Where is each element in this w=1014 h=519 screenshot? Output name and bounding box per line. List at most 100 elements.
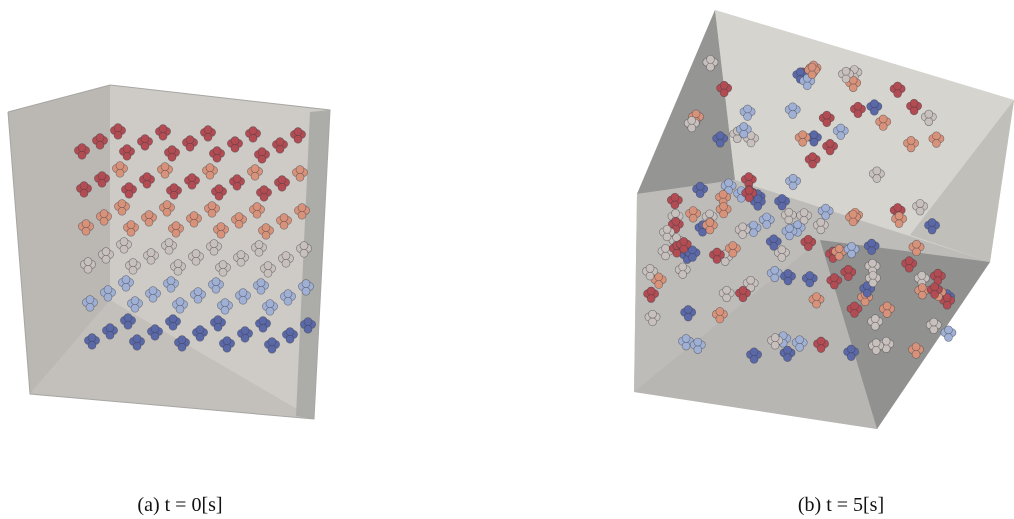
panel-b: (b) t = 5[s] [620,0,1014,519]
particle-cluster [219,336,235,353]
particle-cluster [831,244,848,261]
particle-cluster [74,143,90,160]
particle-cluster [253,278,269,295]
particle-cluster [272,137,288,154]
particle-cluster [80,257,96,274]
particle-cluster [174,335,190,352]
particle-cluster [659,224,675,242]
particle-cluster [125,258,141,275]
particle-cluster [813,336,829,353]
panel-a: (a) t = 0[s] [0,0,360,519]
particle-cluster [868,166,885,183]
caption-a: (a) t = 0[s] [137,494,223,516]
particle-cluster [210,315,226,332]
particle-cluster [76,181,92,198]
particle-cluster [245,126,261,143]
particle-cluster [157,162,173,179]
particle-cluster [674,262,691,279]
particle-cluster [924,218,940,235]
particle-cluster [867,314,884,331]
particle-clusters-later [642,55,957,364]
particle-cluster [843,242,860,259]
particle-cluster [920,109,937,126]
particle-cluster [127,296,143,313]
particle-cluster [926,282,943,299]
particle-cluster [129,334,145,351]
particle-cluster [217,298,233,315]
particle-cluster [774,194,790,211]
particle-cluster [734,222,751,239]
particle-cluster [889,81,906,98]
particle-cluster [119,144,135,161]
particle-cluster [227,136,243,153]
particle-cluster [826,273,843,290]
particle-cluster [879,301,895,318]
particle-cluster [864,258,881,276]
particle-cluster [903,136,919,153]
particle-cluster [715,189,732,207]
particle-cluster [294,203,310,220]
particle-cluster [767,333,784,350]
particle-cluster [147,324,163,341]
particle-cluster [794,130,811,147]
particle-cluster [143,248,159,265]
particle-cluster [702,218,718,235]
particle-cluster [296,241,312,258]
particle-cluster [116,237,132,254]
particle-cluster [256,185,272,202]
particle-cluster [155,124,171,141]
particle-cluster [908,342,924,359]
particle-cluster [758,212,775,229]
particle-cluster [908,239,925,257]
particle-cluster [141,210,157,227]
particle-cluster [278,251,294,268]
particle-cluster [258,223,274,240]
particle-cluster [276,213,292,230]
particle-cluster [274,175,290,192]
particle-cluster [800,234,817,252]
particle-cluster [906,98,922,116]
particle-cluster [718,285,735,303]
particle-cluster [188,249,204,266]
particle-cluster [779,345,796,362]
particle-cluster [192,325,208,342]
particle-cluster [845,209,861,227]
particle-cluster [702,55,719,72]
particle-cluster [642,264,658,281]
particle-cluster [818,110,835,127]
particle-cluster [739,104,756,121]
particle-cluster [785,173,801,191]
particle-cluster [928,131,945,148]
particle-cluster [182,135,198,152]
particle-cluster [766,265,783,283]
particle-cluster [96,209,112,226]
particle-cluster [300,317,316,334]
particle-cluster [164,145,180,162]
cube-render-initial [7,84,331,420]
particle-clusters-initial [74,123,316,354]
particle-cluster [165,314,181,331]
particle-cluster [735,285,751,303]
particle-cluster [843,344,860,361]
particle-cluster [233,250,249,267]
particle-cluster [746,347,762,364]
particle-cluster [812,217,829,235]
particle-cluster [666,192,683,210]
particle-cluster [282,327,298,344]
particle-cluster [675,237,692,254]
particle-cluster [940,325,957,342]
particle-cluster [247,164,263,181]
particle-cluster [292,165,308,182]
particle-cluster [161,238,177,255]
particle-cluster [804,152,821,169]
particle-cluster [817,203,834,220]
particle-cluster [251,240,267,257]
particle-cluster [925,317,942,334]
particle-cluster [211,184,227,201]
particle-cluster [865,270,881,288]
particle-cluster [172,297,188,314]
cube-bottom-face [634,240,877,429]
particle-cluster [781,224,798,241]
particle-cluster [709,247,725,264]
particle-cluster [845,75,862,92]
